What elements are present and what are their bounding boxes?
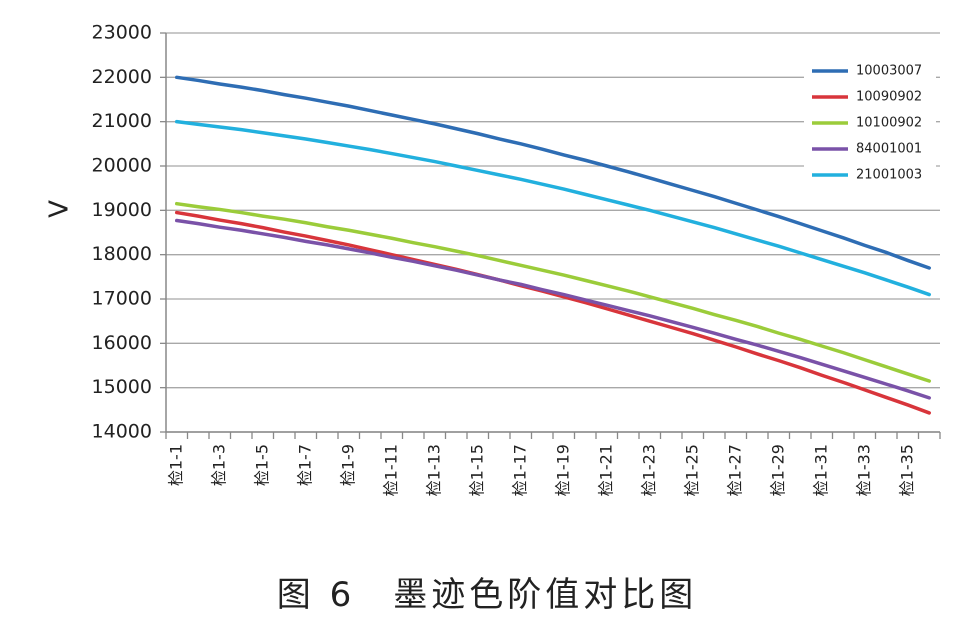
- x-tick-label: 检1-23: [639, 444, 658, 496]
- y-tick-label: 18000: [92, 243, 152, 265]
- y-tick-label: 15000: [92, 376, 152, 398]
- line-series: [175, 119, 931, 297]
- x-tick-label: 检1-29: [768, 444, 787, 496]
- legend-label: 10100902: [856, 116, 922, 131]
- y-tick-label: 23000: [92, 22, 152, 44]
- legend-label: 10090902: [856, 90, 922, 105]
- x-tick-label: 检1-17: [510, 444, 529, 496]
- x-tick-label: 检1-25: [682, 444, 701, 496]
- line-series: [175, 201, 931, 383]
- x-tick-label: 检1-35: [897, 444, 916, 496]
- x-tick-label: 检1-27: [725, 444, 744, 496]
- y-tick-label: 20000: [92, 155, 152, 177]
- y-tick-label: 14000: [92, 421, 152, 443]
- x-tick-label: 检1-13: [424, 444, 443, 496]
- legend-box: [804, 55, 936, 195]
- x-tick-label: 检1-15: [467, 444, 486, 496]
- y-tick-label: 21000: [92, 110, 152, 132]
- x-tick-label: 检1-21: [596, 444, 615, 496]
- legend-label: 10003007: [856, 64, 922, 79]
- x-tick-label: 检1-7: [295, 444, 314, 486]
- x-tick-label: 检1-3: [209, 444, 228, 486]
- x-tick-label: 检1-19: [553, 444, 572, 496]
- y-tick-label: 22000: [92, 66, 152, 88]
- y-tick-label: 19000: [92, 199, 152, 221]
- x-tick-label: 检1-33: [854, 444, 873, 496]
- chart-title: 图 6 墨迹色阶值对比图: [277, 575, 697, 615]
- x-tick-label: 检1-11: [381, 444, 400, 496]
- legend-label: 21001003: [856, 168, 922, 183]
- y-axis-label: V: [45, 200, 75, 218]
- y-tick-label: 17000: [92, 288, 152, 310]
- y-tick-label: 16000: [92, 332, 152, 354]
- x-tick-label: 检1-31: [811, 444, 830, 496]
- line-series: [175, 218, 931, 400]
- legend: 10003007 10090902 10100902 84001001 21001003: [804, 55, 936, 195]
- x-tick-label: 检1-9: [338, 444, 357, 486]
- legend-label: 84001001: [856, 142, 922, 157]
- x-tick-label: 检1-5: [252, 444, 271, 486]
- line-series: [175, 75, 931, 270]
- x-tick-label: 检1-1: [166, 444, 185, 486]
